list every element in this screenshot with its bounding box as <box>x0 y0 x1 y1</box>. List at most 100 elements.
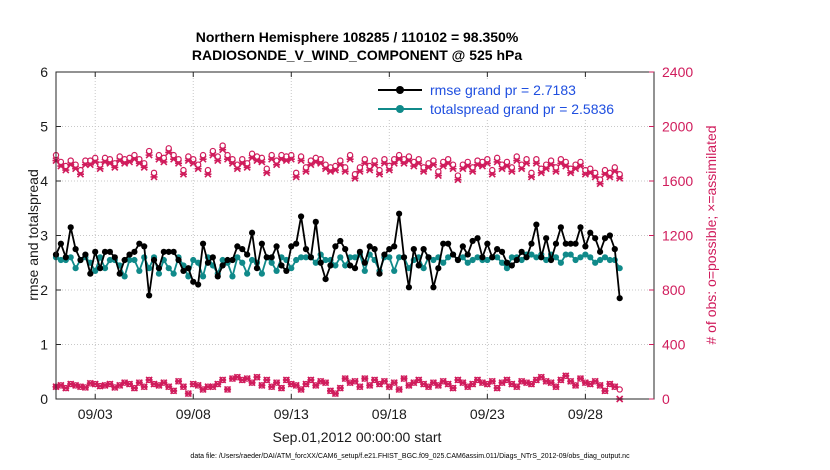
obs-assimilated-low-point <box>596 381 604 389</box>
rmse-point <box>601 235 609 242</box>
totalspread-point <box>288 265 295 272</box>
obs-assimilated-point <box>91 158 99 166</box>
rmse-point <box>141 243 148 250</box>
totalspread-point <box>337 254 344 261</box>
totalspread-point <box>494 254 501 261</box>
obs-assimilated-point <box>341 167 349 176</box>
totalspread-point <box>557 259 564 266</box>
rmse-point <box>273 243 280 250</box>
totalspread-point <box>562 251 569 258</box>
rmse-point <box>616 295 623 302</box>
rmse-point <box>430 284 437 291</box>
obs-possible-point <box>430 157 437 164</box>
obs-possible-point <box>337 157 344 164</box>
obs-possible-point <box>557 155 565 163</box>
obs-possible-point <box>292 169 300 177</box>
obs-assimilated-point <box>233 165 241 173</box>
obs-assimilated-point <box>317 159 325 167</box>
obs-possible-point <box>180 166 187 174</box>
obs-assimilated-low-point <box>601 387 609 395</box>
rmse-point <box>386 246 393 253</box>
rmse-point <box>268 254 275 261</box>
obs-assimilated-point <box>469 167 477 176</box>
obs-assimilated-point <box>371 161 379 169</box>
obs-assimilated-point <box>488 170 496 178</box>
rmse-point <box>82 251 89 258</box>
obs-possible-point <box>376 166 383 174</box>
rmse-point <box>190 278 197 285</box>
rmse-point <box>214 273 221 280</box>
rmse-point <box>459 243 466 250</box>
totalspread-point <box>67 254 74 261</box>
obs-possible-point <box>577 158 584 166</box>
obs-possible-point <box>444 155 452 163</box>
rmse-point <box>160 248 167 255</box>
obs-assimilated-point <box>361 159 369 167</box>
totalspread-point <box>474 254 481 261</box>
rmse-point <box>244 251 251 258</box>
totalspread-point <box>601 254 609 261</box>
obs-possible-point <box>464 158 471 166</box>
obs-possible-point <box>219 142 226 149</box>
rmse-point <box>195 281 202 288</box>
y-tick-label: 3 <box>40 228 48 244</box>
rmse-point <box>508 262 515 269</box>
obs-assimilated-low-point <box>380 377 388 385</box>
rmse-point <box>204 259 212 266</box>
obs-assimilated-point <box>429 161 437 169</box>
rmse-point <box>224 256 231 264</box>
rmse-point <box>101 248 109 255</box>
totalspread-point <box>508 254 515 261</box>
rmse-point <box>72 246 79 253</box>
obs-assimilated-low-point <box>174 377 183 385</box>
totalspread-point <box>57 256 65 264</box>
rmse-point <box>435 265 442 272</box>
obs-assimilated-point <box>508 167 516 176</box>
rmse-point <box>552 240 560 247</box>
y-right-tick-label: 2400 <box>662 64 693 80</box>
obs-assimilated-point <box>503 162 511 170</box>
rmse-point <box>611 246 618 253</box>
obs-assimilated-point <box>287 155 295 163</box>
obs-assimilated-point <box>454 176 462 184</box>
rmse-point <box>400 254 408 261</box>
obs-assimilated-point <box>273 161 281 169</box>
obs-possible-point <box>288 151 295 159</box>
obs-possible-point <box>601 166 609 174</box>
y-tick-label: 6 <box>40 64 48 80</box>
footer-data-file: data file: /Users/raeder/DAI/ATM_forcXX/… <box>190 453 630 460</box>
rmse-point <box>396 210 403 217</box>
rmse-point <box>322 276 329 283</box>
obs-assimilated-low-point <box>395 385 403 394</box>
obs-assimilated-point <box>375 170 384 178</box>
obs-assimilated-point <box>263 169 271 177</box>
obs-assimilated-point <box>434 171 442 180</box>
obs-possible-point <box>185 153 192 160</box>
obs-assimilated-point <box>228 159 237 167</box>
totalspread-point <box>616 265 623 272</box>
totalspread-point <box>386 254 393 261</box>
obs-assimilated-point <box>96 165 104 173</box>
rmse-point <box>170 248 177 255</box>
rmse-point <box>106 248 114 255</box>
legend: rmse grand pr = 2.7183 totalspread grand… <box>372 79 647 119</box>
totalspread-point <box>391 267 398 275</box>
obs-possible-point <box>503 158 511 166</box>
obs-assimilated-low-point <box>322 379 330 387</box>
obs-possible-point <box>268 151 275 159</box>
rmse-point <box>283 267 290 275</box>
totalspread-point <box>146 265 153 272</box>
rmse-point <box>547 256 555 264</box>
obs-assimilated-point <box>405 156 413 165</box>
rmse-point <box>258 240 265 247</box>
totalspread-point <box>552 254 560 261</box>
rmse-point <box>528 240 535 247</box>
totalspread-point <box>592 259 599 266</box>
obs-assimilated-point <box>562 162 570 170</box>
obs-possible-point <box>435 168 442 175</box>
rmse-point <box>469 237 476 245</box>
totalspread-point <box>533 254 540 261</box>
obs-assimilated-low-point <box>361 374 369 383</box>
totalspread-point <box>219 256 226 264</box>
y-right-tick-label: 2000 <box>662 119 693 135</box>
